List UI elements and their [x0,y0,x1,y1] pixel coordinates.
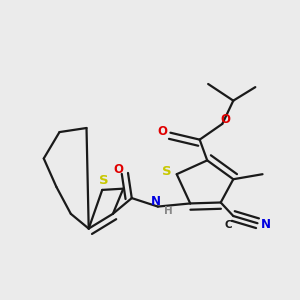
Text: O: O [220,113,230,126]
Text: O: O [114,163,124,176]
Text: S: S [99,174,109,187]
Text: N: N [151,195,161,208]
Text: O: O [158,124,168,138]
Text: S: S [163,165,172,178]
Text: C: C [225,220,232,230]
Text: N: N [261,218,271,231]
Text: H: H [164,206,172,216]
